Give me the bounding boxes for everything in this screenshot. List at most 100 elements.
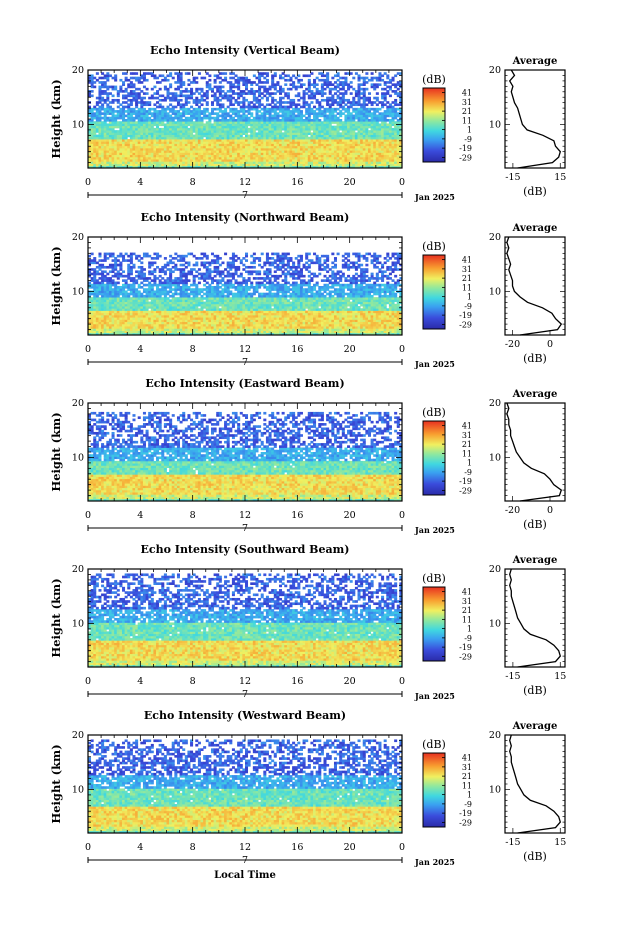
heatmap-cell xyxy=(167,106,170,109)
heatmap-cell xyxy=(130,90,133,93)
heatmap-cell xyxy=(93,268,96,271)
heatmap-cell xyxy=(114,130,117,133)
heatmap-cell xyxy=(164,77,167,80)
heatmap-cell xyxy=(98,259,101,262)
heatmap-cell xyxy=(135,275,138,278)
heatmap-cell xyxy=(221,79,224,82)
heatmap-cell xyxy=(153,97,156,100)
heatmap-cell xyxy=(151,119,154,122)
heatmap-cell xyxy=(114,115,117,118)
heatmap-cell xyxy=(284,79,287,82)
heatmap-cell xyxy=(371,112,374,115)
heatmap-cell xyxy=(303,90,306,93)
heatmap-cell xyxy=(331,77,334,80)
heatmap-cell xyxy=(177,99,180,102)
heatmap-cell xyxy=(214,86,217,89)
heatmap-cell xyxy=(237,92,240,95)
heatmap-cell xyxy=(235,74,238,77)
heatmap-cell xyxy=(203,92,206,95)
heatmap-cell xyxy=(219,119,222,122)
heatmap-cell xyxy=(394,121,397,124)
heatmap-cell xyxy=(342,92,345,95)
heatmap-cell xyxy=(135,288,138,291)
heatmap-cell xyxy=(114,86,117,89)
heatmap-cell xyxy=(376,97,379,100)
heatmap-cells xyxy=(88,72,402,168)
heatmap-cell xyxy=(397,92,400,95)
heatmap-cell xyxy=(384,88,387,91)
heatmap-cell xyxy=(227,119,230,122)
heatmap-cell xyxy=(310,119,313,122)
heatmap-cell xyxy=(208,79,211,82)
heatmap-cell xyxy=(266,88,269,91)
heatmap-cell xyxy=(365,81,368,84)
heatmap-cell xyxy=(292,74,295,77)
heatmap-cell xyxy=(201,110,204,113)
heatmap-cell xyxy=(255,83,258,86)
heatmap-cell xyxy=(250,88,253,91)
heatmap-cell xyxy=(180,112,183,115)
heatmap-cell xyxy=(376,83,379,86)
x-tick-label: 0 xyxy=(85,177,91,188)
heatmap-cell xyxy=(300,97,303,100)
heatmap-cell xyxy=(135,77,138,80)
heatmap-cell xyxy=(386,74,389,77)
heatmap-cell xyxy=(386,101,389,104)
heatmap-cell xyxy=(109,92,112,95)
heatmap-cell xyxy=(266,97,269,100)
heatmap-cell xyxy=(235,99,238,102)
heatmap-cell xyxy=(151,279,154,282)
heatmap-cell xyxy=(300,106,303,109)
heatmap-cell xyxy=(240,106,243,109)
heatmap-cell xyxy=(287,79,290,82)
heatmap-cell xyxy=(135,270,138,273)
heatmap-cell xyxy=(193,135,196,138)
heatmap-cell xyxy=(167,88,170,91)
heatmap-cell xyxy=(138,284,141,287)
heatmap-cell xyxy=(344,108,347,111)
heatmap-cell xyxy=(282,106,285,109)
heatmap-cell xyxy=(190,81,193,84)
heatmap-cell xyxy=(342,106,345,109)
heatmap-cell xyxy=(119,121,122,124)
heatmap-cell xyxy=(208,74,211,77)
heatmap-cell xyxy=(106,266,109,269)
heatmap-cell xyxy=(397,88,400,91)
average-xlabel: (dB) xyxy=(523,185,547,198)
heatmap-cell xyxy=(96,266,99,269)
heatmap-cell xyxy=(206,121,209,124)
heatmap-cell xyxy=(253,81,256,84)
panel-1: Echo Intensity (Vertical Beam)Height (km… xyxy=(49,44,566,202)
heatmap-cell xyxy=(310,83,313,86)
heatmap-cell xyxy=(117,130,120,133)
heatmap-cell xyxy=(279,119,282,122)
heatmap-cell xyxy=(232,77,235,80)
heatmap-cell xyxy=(143,273,146,276)
y-tick-label: 10 xyxy=(72,119,84,130)
heatmap-cell xyxy=(237,101,240,104)
heatmap-cell xyxy=(96,79,99,82)
heatmap-cell xyxy=(112,259,115,262)
heatmap-cell xyxy=(96,270,99,273)
heatmap-cell xyxy=(297,108,300,111)
heatmap-cell xyxy=(193,77,196,80)
heatmap-cell xyxy=(167,79,170,82)
heatmap-cell xyxy=(287,101,290,104)
heatmap-cell xyxy=(125,253,128,256)
heatmap-cell xyxy=(305,101,308,104)
heatmap-cell xyxy=(229,77,232,80)
heatmap-cell xyxy=(331,108,334,111)
heatmap-cell xyxy=(156,110,159,113)
heatmap-cell xyxy=(384,110,387,113)
heatmap-cell xyxy=(255,132,258,135)
heatmap-cell xyxy=(119,86,122,89)
heatmap-cell xyxy=(146,284,149,287)
heatmap-cell xyxy=(169,108,172,111)
heatmap-cell xyxy=(153,290,156,293)
heatmap-cell xyxy=(101,72,104,75)
heatmap-cell xyxy=(177,95,180,98)
heatmap-cell xyxy=(392,106,395,109)
heatmap-cell xyxy=(389,119,392,122)
heatmap-cell xyxy=(360,88,363,91)
heatmap-cell xyxy=(193,92,196,95)
